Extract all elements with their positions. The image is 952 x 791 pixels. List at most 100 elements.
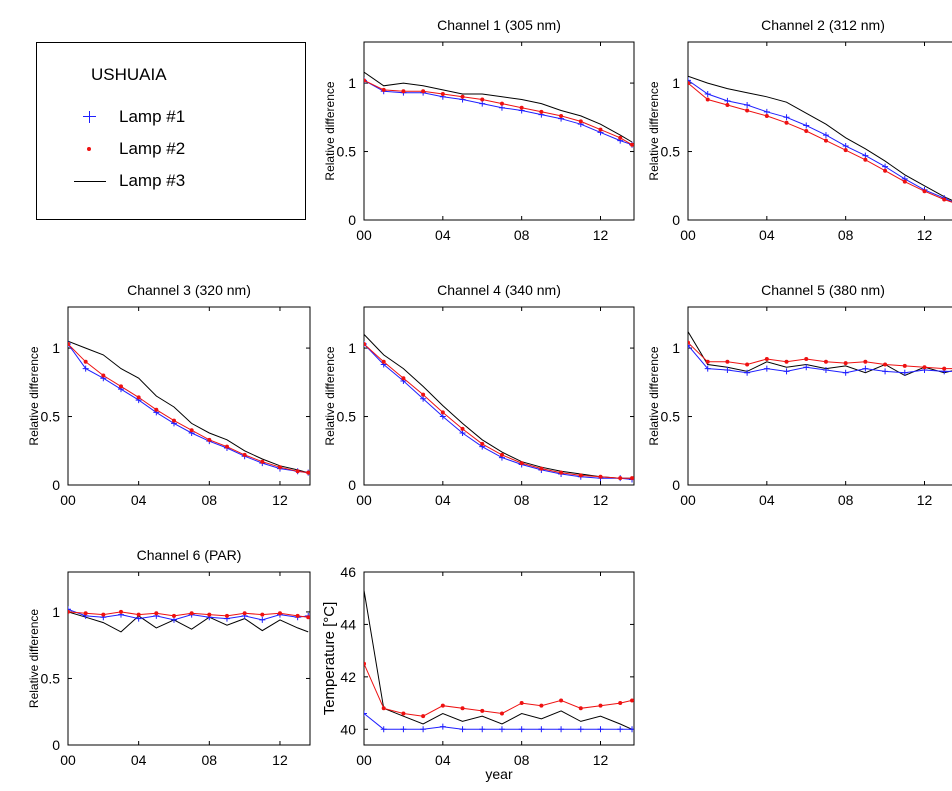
y-tick-label: 0 [348,212,356,228]
data-point-lamp-2 [942,197,947,202]
x-tick-label: 00 [60,492,76,508]
data-point-lamp-2 [705,359,710,364]
data-point-lamp-2 [618,135,623,140]
x-tick-label: 00 [356,227,372,243]
data-point-lamp-1 [744,369,751,376]
x-tick-label: 12 [272,752,288,768]
data-point-lamp-2 [480,708,485,713]
data-point-lamp-2 [745,108,750,113]
data-point-lamp-2 [725,359,730,364]
data-point-lamp-2 [578,473,583,478]
data-point-lamp-1 [822,366,829,373]
data-point-lamp-2 [784,120,789,125]
data-point-lamp-1 [498,104,505,111]
y-tick-label: 0 [672,477,680,493]
data-point-lamp-2 [440,703,445,708]
y-tick-label: 1 [672,340,680,356]
data-point-lamp-2 [630,476,634,481]
data-point-lamp-2 [688,340,690,345]
data-point-lamp-2 [499,452,504,457]
y-tick-label: 0.5 [337,409,357,425]
data-point-lamp-2 [101,612,106,617]
data-point-lamp-2 [189,611,194,616]
data-point-lamp-2 [401,89,406,94]
data-point-lamp-2 [224,613,229,618]
chart-ch2: Channel 2 (312 nm) 00 04 08 12 0 0.5 1 Relative … [647,17,952,243]
data-point-lamp-1 [479,100,486,107]
data-point-lamp-2 [401,376,406,381]
series-group [364,334,634,483]
data-point-lamp-2 [598,474,603,479]
data-point-lamp-1 [842,143,849,150]
data-point-lamp-1 [882,368,889,375]
data-point-lamp-1 [439,723,446,730]
chart-title: Channel 3 (320 nm) [127,282,251,298]
x-tick-label: 12 [917,227,933,243]
y-tick-label: 0 [52,477,60,493]
data-point-lamp-2 [136,612,141,617]
data-point-lamp-1 [68,606,71,613]
chart-title: Channel 6 (PAR) [137,547,242,563]
series-group [364,590,634,733]
data-point-lamp-2 [381,87,386,92]
data-point-lamp-1 [704,365,711,372]
chart-title: Channel 1 (305 nm) [437,17,561,33]
legend-item-lamp-3: Lamp #3 [55,169,185,193]
plot-frame [687,41,952,221]
x-tick-label: 12 [593,492,609,508]
data-point-lamp-2 [922,189,927,194]
data-point-lamp-2 [705,97,710,102]
data-point-lamp-2 [189,428,194,433]
data-point-lamp-2 [630,142,634,147]
series-group [688,331,952,377]
data-point-lamp-1 [558,726,565,733]
y-tick-label: 1 [348,340,356,356]
chart-title: Channel 5 (380 nm) [761,282,885,298]
y-tick-label: 46 [340,564,356,580]
data-point-lamp-1 [803,122,810,129]
y-tick-label: 1 [52,340,60,356]
data-point-lamp-2 [902,363,907,368]
data-point-lamp-2 [519,701,524,706]
legend-label: Lamp #2 [119,139,186,158]
data-point-lamp-1 [629,726,634,733]
data-point-lamp-1 [688,77,691,84]
y-tick-label: 1 [52,604,60,620]
y-tick-label: 0.5 [661,409,681,425]
data-point-lamp-1 [518,726,525,733]
data-point-lamp-2 [83,359,88,364]
plot-frame [67,306,311,486]
y-tick-label: 0 [348,477,356,493]
plus-marker-icon [55,105,119,129]
y-tick-label: 44 [340,616,356,632]
data-point-lamp-2 [421,392,426,397]
data-point-lamp-1 [597,726,604,733]
series-line-3 [68,340,309,474]
data-point-lamp-1 [763,365,770,372]
data-point-lamp-1 [380,726,387,733]
series-group [364,71,634,148]
data-point-lamp-2 [136,395,141,400]
data-point-lamp-2 [559,698,564,703]
y-tick-label: 0.5 [41,670,61,686]
data-point-lamp-2 [118,384,123,389]
data-point-lamp-2 [559,113,564,118]
data-point-lamp-2 [260,612,265,617]
data-point-lamp-2 [784,359,789,364]
chart-ch5: Channel 5 (380 nm) 00 04 08 12 0 0.5 1 Relative … [647,282,952,508]
data-point-lamp-1 [862,152,869,159]
data-point-lamp-1 [704,91,711,98]
data-point-lamp-2 [242,611,247,616]
data-point-lamp-2 [618,476,623,481]
data-point-lamp-2 [401,711,406,716]
data-point-lamp-2 [745,362,750,367]
data-point-lamp-2 [381,706,386,711]
legend-label: Lamp #3 [119,171,186,190]
data-point-lamp-1 [420,726,427,733]
chart-title: Channel 4 (340 nm) [437,282,561,298]
series-group [688,75,952,203]
data-point-lamp-2 [559,470,564,475]
data-point-lamp-2 [863,359,868,364]
data-point-lamp-2 [942,366,947,371]
